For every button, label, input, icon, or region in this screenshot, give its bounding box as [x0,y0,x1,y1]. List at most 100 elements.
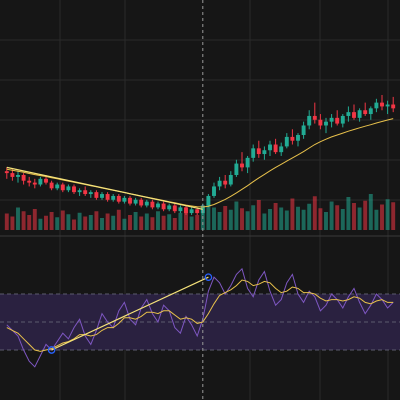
candle-body [385,104,390,107]
candle-body [100,194,104,198]
candle-body [368,108,373,115]
candle-body [10,173,15,177]
candle-body [234,163,239,175]
volume-bar [150,217,155,230]
volume-bars [4,194,396,230]
volume-bar [10,216,15,230]
volume-bar [268,209,272,230]
oscillator-levels [0,293,400,351]
candle-body [184,207,188,214]
volume-bar [128,215,132,230]
candle-body [116,195,121,202]
candle-body [49,182,54,189]
candle-body [262,150,267,155]
volume-bar [55,217,60,230]
oscillator-panel[interactable] [0,267,400,368]
candle-body [16,175,20,177]
candle-body [55,184,60,189]
volume-bar [4,213,9,230]
volume-bar [139,216,144,230]
candle-body [357,110,362,118]
volume-bar [374,209,379,230]
candle-body [228,175,233,185]
candle-body [307,115,312,126]
candle-body [301,125,306,135]
volume-bar [184,210,188,230]
volume-bar [200,209,205,230]
candle-body [318,119,323,126]
candle-body [88,192,93,195]
candle-body [133,199,138,204]
volume-bar [122,218,127,230]
volume-bar [21,211,26,230]
candle-body [324,121,328,126]
price-panel[interactable] [4,95,396,230]
volume-bar [307,203,312,230]
candle-body [38,178,43,185]
candle-body [206,195,211,206]
candle-body [139,199,144,206]
candle-body [335,117,340,124]
candle-body [380,102,384,107]
candle-body [4,171,9,174]
volume-bar [144,213,149,230]
candle-body [279,146,284,153]
volume-bar [352,203,356,230]
candle-body [72,186,76,193]
volume-bar [72,219,76,230]
volume-bar [357,207,362,230]
candle-body [21,175,26,181]
candle-body [105,194,110,200]
volume-bar [273,203,278,230]
candle-body [374,102,379,109]
candle-body [217,180,222,187]
candle-body [363,110,368,115]
volume-bar [32,209,37,230]
oscillator-slow-line [6,279,394,352]
candle-body [128,197,132,204]
candle-body [245,157,250,168]
volume-bar [290,198,295,230]
volume-bar [335,205,340,230]
volume-bar [346,197,351,230]
volume-bar [212,207,216,230]
volume-bar [279,207,284,230]
volume-bar [234,201,239,230]
volume-bar [172,218,177,230]
volume-bar [324,212,328,230]
price-trendline[interactable] [6,166,203,210]
volume-bar [223,206,228,230]
candle-body [346,112,351,116]
volume-bar [228,209,233,230]
trendline-anchor-start[interactable] [47,346,56,354]
volume-bar [111,215,116,230]
candlesticks [4,95,396,215]
candle-body [240,163,244,168]
trendline-anchor-end[interactable] [204,273,213,282]
candle-body [284,136,289,147]
volume-bar [100,218,104,230]
candle-body [268,144,272,151]
candle-body [60,184,65,191]
volume-bar [133,212,138,230]
volume-bar [301,209,306,230]
candle-body [77,190,82,193]
volume-bar [312,196,317,230]
candle-body [122,197,127,202]
candle-body [32,182,37,185]
volume-bar [195,215,200,230]
volume-bar [380,204,384,230]
candle-body [172,205,177,212]
oscillator-trendline[interactable] [51,276,209,351]
candle-body [296,135,300,141]
candle-body [44,178,48,183]
candle-body [27,180,32,183]
volume-bar [391,202,396,230]
candle-body [340,115,345,124]
candle-body [144,201,149,206]
volume-bar [161,215,166,230]
candle-body [66,186,71,191]
candle-body [223,180,228,185]
